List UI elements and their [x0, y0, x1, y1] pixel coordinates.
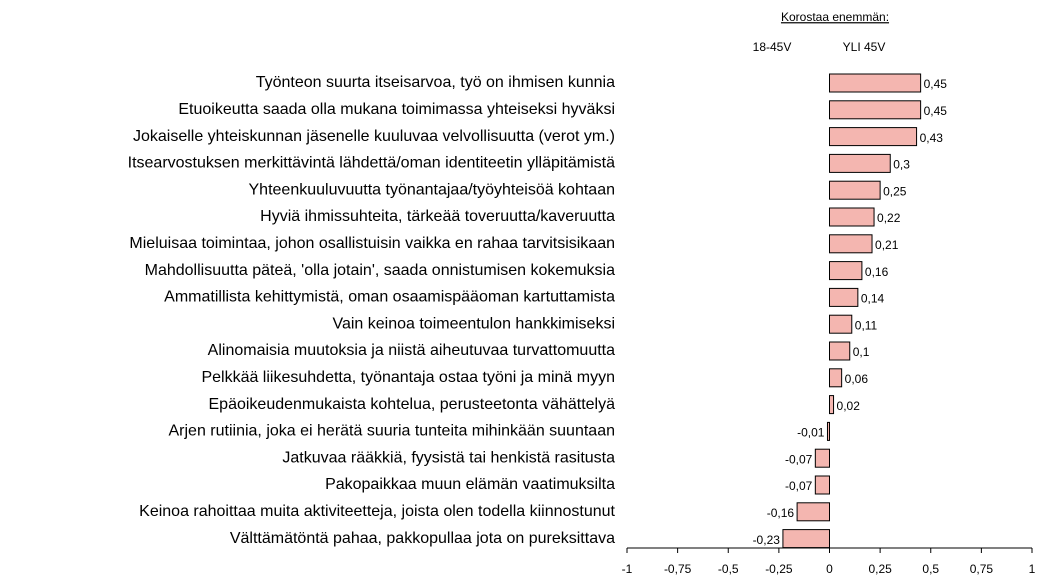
category-label: Pakopaikkaa muun elämän vaatimuksilta [325, 476, 615, 493]
bar [829, 127, 918, 147]
bar [829, 180, 881, 200]
bar [826, 421, 830, 441]
value-label: 0,45 [924, 77, 948, 91]
value-label: -0,01 [797, 426, 825, 440]
bar [829, 395, 835, 415]
x-tick-label: 0 [826, 562, 833, 576]
value-label: 0,45 [924, 104, 948, 118]
category-label: Alinomaisia muutoksia ja niistä aiheutuv… [208, 342, 615, 359]
value-label: 0,11 [855, 318, 878, 332]
bar [829, 73, 922, 93]
category-label: Jokaiselle yhteiskunnan jäsenelle kuuluv… [133, 128, 615, 145]
category-label: Pelkkää liikesuhdetta, työnantaja ostaa … [201, 369, 615, 386]
bar [796, 502, 830, 522]
bar [829, 368, 843, 388]
category-label: Jatkuvaa rääkkiä, fyysistä tai henkistä … [282, 449, 615, 466]
bar [829, 261, 863, 281]
x-tick-label: -0,75 [664, 562, 692, 576]
value-label: 0,43 [920, 131, 944, 145]
x-tick-label: 1 [1029, 562, 1036, 576]
x-tick-label: 0,5 [922, 562, 939, 576]
bar [829, 287, 859, 307]
column-label: YLI 45V [843, 40, 886, 54]
value-label: 0,02 [837, 399, 861, 413]
x-tick-label: 0,25 [868, 562, 892, 576]
category-label: Etuoikeutta saada olla mukana toimimassa… [178, 101, 615, 118]
x-tick-label: 0,75 [970, 562, 994, 576]
value-label: 0,25 [883, 184, 907, 198]
category-label: Ammatillista kehittymistä, oman osaamisp… [164, 289, 615, 306]
category-label: Mieluisaa toimintaa, johon osallistuisin… [129, 235, 615, 252]
bar [829, 153, 891, 173]
annotation: Korostaa enemmän: [781, 10, 889, 24]
bar [782, 529, 830, 549]
value-label: -0,23 [753, 533, 781, 547]
category-label: Arjen rutiinia, joka ei herätä suuria tu… [169, 423, 616, 440]
value-label: 0,14 [861, 292, 885, 306]
bar [829, 341, 851, 361]
value-label: 0,22 [877, 211, 901, 225]
bar [829, 100, 922, 120]
value-label: -0,16 [767, 506, 795, 520]
category-label: Epäoikeudenmukaista kohtelua, perusteeto… [209, 396, 616, 413]
value-label: 0,16 [865, 265, 889, 279]
bar [814, 475, 831, 495]
x-tick-label: -1 [622, 562, 633, 576]
value-label: 0,3 [893, 158, 910, 172]
category-label: Itsearvostuksen merkittävintä lähdettä/o… [128, 155, 615, 172]
category-label: Hyviä ihmissuhteita, tärkeää toveruutta/… [260, 208, 615, 225]
bar [829, 314, 853, 334]
category-label: Työnteon suurta itseisarvoa, työ on ihmi… [256, 74, 615, 91]
x-tick-label: -0,25 [765, 562, 793, 576]
value-label: 0,06 [845, 372, 869, 386]
x-tick-label: -0,5 [718, 562, 739, 576]
bar [829, 234, 873, 254]
category-label: Välttämätöntä pahaa, pakkopullaa jota on… [230, 530, 615, 547]
value-label: 0,21 [875, 238, 899, 252]
value-label: -0,07 [785, 452, 813, 466]
category-label: Keinoa rahoittaa muita aktiviteetteja, j… [139, 503, 615, 520]
value-label: 0,1 [853, 345, 870, 359]
value-label: -0,07 [785, 479, 813, 493]
category-label: Yhteenkuuluvuutta työnantajaa/työyhteisö… [249, 181, 616, 198]
category-label: Mahdollisuutta päteä, 'olla jotain', saa… [145, 262, 615, 279]
column-label: 18-45V [753, 40, 792, 54]
category-label: Vain keinoa toimeentulon hankkimiseksi [332, 315, 615, 332]
bar [829, 207, 875, 227]
bar [814, 448, 831, 468]
